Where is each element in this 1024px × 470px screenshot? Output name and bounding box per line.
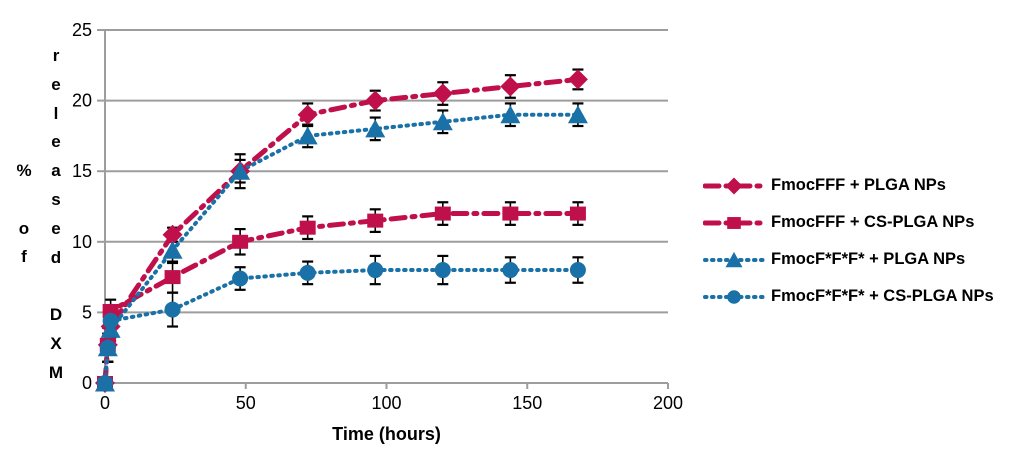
x-tick-label: 100 [371,393,401,413]
legend-item-fmocfff-cs-plga: FmocFFF + CS-PLGA NPs [703,204,994,241]
y-axis-title-char: f [21,247,27,267]
y-axis-title-char: D [49,305,63,325]
circle-marker [367,262,384,279]
triangle-marker [162,240,183,259]
diamond-marker [297,104,318,125]
y-tick-label: 20 [72,91,92,111]
diamond-marker [567,69,588,90]
y-axis-title-char: r [52,46,60,65]
y-axis-title-char: e [51,218,61,238]
square-marker [299,220,316,235]
square-marker [164,270,181,285]
y-axis-title-char: e [51,74,61,94]
y-axis-title-char: X [50,333,62,353]
square-marker [569,206,586,221]
diamond-marker [725,177,743,194]
y-axis-title-char: o [18,218,30,238]
y-axis-title-char: M [48,362,64,382]
circle-marker [502,262,519,279]
circle-marker [727,289,741,304]
y-axis-title-char: d [50,247,62,267]
y-tick-label: 15 [72,161,92,181]
legend-item-fmocfff-plga: FmocFFF + PLGA NPs [703,167,994,204]
legend-sample-line-diamond [703,177,765,194]
legend: FmocFFF + PLGA NPs FmocFFF + CS-PLGA NPs… [703,167,994,315]
triangle-marker [567,105,588,124]
y-tick-label: 5 [82,302,92,322]
legend-label: FmocFFF + CS-PLGA NPs [771,213,975,231]
legend-item-fmocfstar-cs-plga: FmocF*F*F* + CS-PLGA NPs [703,278,994,315]
y-axis-title-char: a [51,161,61,181]
y-axis-title-space [12,186,36,215]
legend-label: FmocF*F*F* + CS-PLGA NPs [771,287,994,305]
y-axis-title-char: e [51,132,61,152]
square-marker [367,213,384,228]
square-marker [434,206,451,221]
circle-marker [97,375,113,391]
diamond-marker [162,224,183,245]
y-axis-title-char: l [53,103,59,123]
y-axis-title-char: s [51,189,61,209]
x-tick-label: 50 [236,393,256,413]
legend-sample-line-circle [703,289,765,304]
x-axis-title: Time (hours) [332,424,441,444]
triangle-marker [297,126,318,145]
triangle-marker [725,251,743,267]
y-tick-label: 10 [72,232,92,252]
y-axis-title-space [44,272,68,301]
legend-sample-line-square [703,216,765,229]
legend-label: FmocFFF + PLGA NPs [771,176,946,194]
circle-marker [299,264,316,281]
y-tick-label: 25 [72,20,92,40]
square-marker [727,216,741,229]
square-marker [502,206,519,221]
legend-label: FmocF*F*F* + PLGA NPs [771,250,966,268]
diamond-marker [365,90,386,111]
x-tick-label: 0 [100,393,110,413]
y-tick-label: 0 [82,373,92,393]
legend-sample-line-triangle [703,251,765,267]
legend-item-fmocfstar-plga: FmocF*F*F* + PLGA NPs [703,241,994,278]
square-marker [232,234,249,249]
circle-marker [434,262,451,279]
circle-marker [164,301,181,318]
triangle-marker [500,105,521,124]
circle-marker [232,270,249,287]
circle-marker [102,312,119,329]
triangle-marker [230,161,251,180]
circle-marker [99,339,116,356]
circle-marker [569,262,586,279]
y-axis-title-char: % [16,161,32,180]
series-line-0 [102,76,581,386]
triangle-marker [432,112,453,131]
triangle-marker [365,119,386,138]
diamond-marker [500,76,521,97]
x-tick-label: 200 [653,393,683,413]
y-axis-title-column-1: % o f [12,157,36,272]
x-tick-label: 150 [512,393,542,413]
diamond-marker [432,83,453,104]
